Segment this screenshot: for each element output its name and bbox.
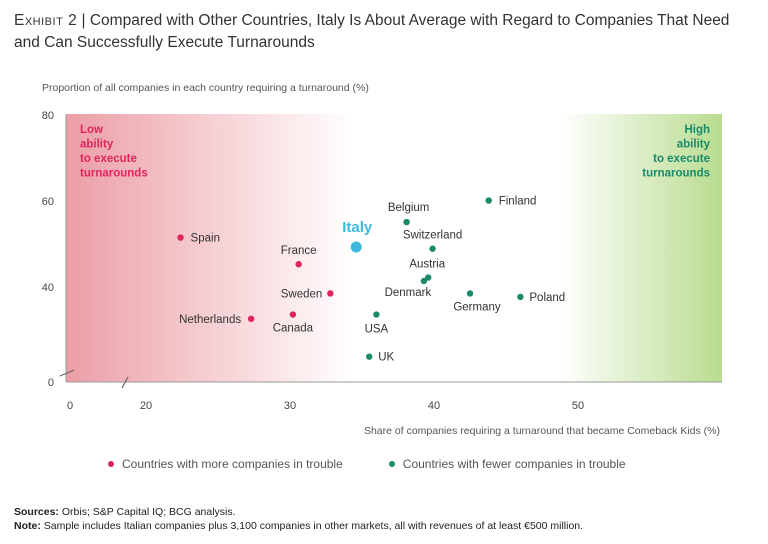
sources-text: Orbis; S&P Capital IQ; BCG analysis. [58, 506, 236, 518]
point-canada [289, 311, 297, 318]
point-label-switzerland: Switzerland [403, 230, 462, 242]
zone-label-line: ability [80, 139, 114, 151]
point-label-austria: Austria [409, 259, 445, 271]
point-france [295, 261, 302, 268]
y-tick-label: 40 [42, 282, 54, 294]
point-label-sweden: Sweden [281, 288, 323, 300]
point-label-poland: Poland [529, 292, 565, 304]
point-finland [485, 197, 492, 204]
zone-label-line: to execute [653, 153, 710, 165]
legend-item-more-trouble: Countries with more companies in trouble [108, 457, 343, 471]
x-tick-label: 20 [140, 400, 152, 412]
sources-label: Sources: [14, 506, 59, 518]
y-axis-label: Proportion of all companies in each coun… [42, 82, 369, 94]
exhibit-number: Exhibit 2 [14, 12, 78, 29]
axes: 0 40 60 80 0 20 30 40 50 [42, 110, 722, 412]
zone-label-line: to execute [80, 153, 137, 165]
zone-label-line: High [684, 124, 710, 136]
chart-title: Compared with Other Countries, Italy Is … [14, 12, 730, 51]
note-text: Sample includes Italian companies plus 3… [40, 520, 584, 532]
point-label-netherlands: Netherlands [179, 314, 241, 326]
scatter-chart: Low ability to execute turnarounds High abil… [42, 110, 722, 412]
point-poland [517, 293, 524, 301]
point-sweden [327, 290, 334, 297]
zone-label-line: turnarounds [642, 168, 710, 180]
zone-label-line: ability [677, 139, 711, 151]
point-label-france: France [281, 245, 317, 257]
high-ability-label: High ability to execute turnarounds [642, 124, 710, 180]
point-label-finland: Finland [499, 196, 537, 208]
point-usa [373, 311, 380, 318]
exhibit-title: Exhibit 2 | Compared with Other Countrie… [14, 10, 734, 54]
x-tick-label: 50 [572, 400, 584, 412]
high-ability-zone [560, 114, 722, 382]
y-tick-label: 60 [42, 196, 54, 208]
low-ability-zone [66, 114, 354, 382]
point-label-uk: UK [378, 352, 394, 364]
x-tick-label: 40 [428, 400, 440, 412]
point-switzerland [429, 245, 436, 252]
x-axis-label: Share of companies requiring a turnaroun… [363, 425, 720, 437]
point-label-usa: USA [365, 324, 389, 336]
x-tick-label: 0 [67, 400, 73, 412]
point-netherlands [247, 315, 255, 323]
data-points: Spain France Sweden Netherlands Canada Belgiu… [177, 196, 565, 364]
point-label-belgium: Belgium [388, 202, 430, 214]
footnotes: Sources: Orbis; S&P Capital IQ; BCG anal… [14, 505, 583, 533]
title-separator: | [77, 12, 90, 29]
point-denmark [420, 277, 428, 285]
point-austria [425, 274, 432, 281]
point-label-canada: Canada [273, 323, 314, 335]
point-label-italy: Italy [342, 219, 373, 236]
x-axis-break-marker [121, 376, 129, 389]
point-germany [466, 290, 474, 297]
low-ability-label: Low ability to execute turnarounds [80, 124, 148, 180]
note-line: Note: Sample includes Italian companies … [14, 519, 583, 533]
point-uk [366, 353, 373, 360]
x-tick-label: 30 [284, 400, 296, 412]
legend-label-more-trouble: Countries with more companies in trouble [122, 457, 343, 471]
legend-label-fewer-trouble: Countries with fewer companies in troubl… [402, 457, 626, 471]
y-tick-label: 0 [48, 377, 54, 389]
note-label: Note: [14, 520, 41, 532]
legend: Countries with more companies in trouble… [108, 457, 626, 471]
point-label-denmark: Denmark [385, 287, 432, 299]
point-italy [350, 241, 362, 253]
zone-label-line: Low [80, 124, 103, 136]
sources-line: Sources: Orbis; S&P Capital IQ; BCG anal… [14, 505, 583, 519]
legend-item-fewer-trouble: Countries with fewer companies in troubl… [388, 457, 626, 471]
legend-dot-fewer-trouble [388, 461, 395, 467]
legend-dot-more-trouble [108, 461, 114, 467]
y-axis-break-marker [59, 369, 75, 377]
point-spain [177, 234, 184, 241]
point-belgium [403, 218, 410, 226]
zone-label-line: turnarounds [80, 168, 148, 180]
y-tick-label: 80 [42, 110, 54, 122]
point-label-spain: Spain [191, 233, 220, 245]
point-label-germany: Germany [453, 301, 501, 313]
